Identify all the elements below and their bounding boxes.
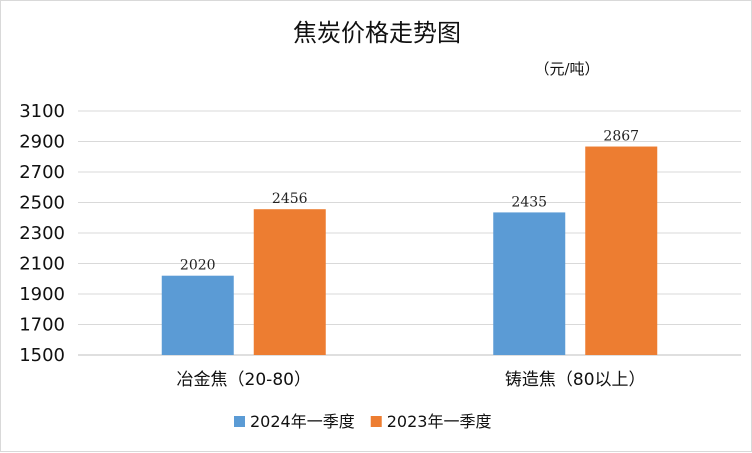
legend-label: 2023年一季度 [387, 412, 492, 431]
x-category-label: 铸造焦（80以上） [505, 370, 646, 390]
chart-title: 焦炭价格走势图 [293, 19, 461, 47]
bar [493, 212, 566, 355]
y-tick-label: 1900 [19, 284, 65, 305]
unit-label: （元/吨） [534, 60, 599, 78]
y-tick-label: 3100 [19, 101, 65, 122]
bars [161, 146, 658, 355]
bar [585, 146, 658, 355]
y-tick-label: 2700 [19, 162, 65, 183]
x-category-label: 冶金焦（20-80） [177, 370, 311, 390]
legend-swatch [370, 416, 382, 427]
data-label: 2456 [272, 191, 308, 207]
data-label: 2867 [603, 129, 639, 145]
y-tick-label: 1700 [19, 315, 65, 336]
data-label: 2435 [511, 194, 547, 210]
data-labels: 2020 2456 2435 2867 [180, 129, 639, 274]
y-tick-label: 2500 [19, 193, 65, 214]
y-tick-label: 2300 [19, 223, 65, 244]
y-tick-label: 2900 [19, 132, 65, 153]
y-axis-ticks: 1500 1700 1900 2100 2300 2500 2700 2900 3100 [19, 101, 65, 366]
y-tick-label: 1500 [19, 345, 65, 366]
data-label: 2020 [180, 258, 216, 274]
x-axis-categories: 冶金焦（20-80） 铸造焦（80以上） [177, 370, 646, 390]
legend: 2024年一季度 2023年一季度 [234, 412, 491, 431]
bar [253, 209, 326, 355]
legend-label: 2024年一季度 [250, 412, 355, 431]
y-tick-label: 2100 [19, 254, 65, 275]
bar [161, 275, 234, 355]
legend-swatch [234, 416, 245, 427]
